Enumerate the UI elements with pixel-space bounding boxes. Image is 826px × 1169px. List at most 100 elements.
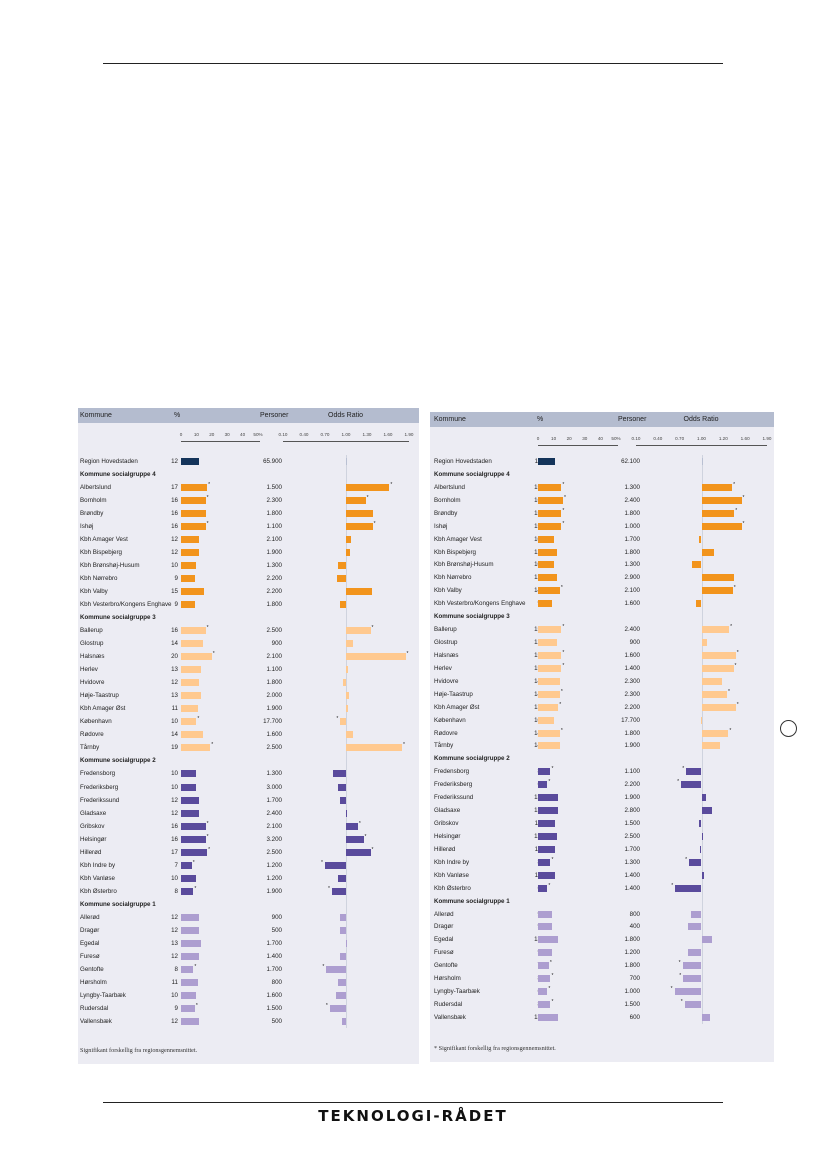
row-percent: 10 [171,991,178,999]
odds-significance-star: * [366,495,369,502]
table-row: Hørsholm 11 800 [78,976,419,989]
odds-ratio-bar [701,458,703,465]
odds-ratio-bar [701,936,712,944]
row-name: København [80,718,112,726]
table-row: Allerød 12 900 [78,911,419,924]
percent-bar [181,926,200,934]
row-name: Kbh Østerbro [80,887,117,895]
odds-ratio-bar [339,913,346,921]
table-row: Lyngby-Taarbæk 10 1.600 [78,989,419,1002]
row-persons: 1.500 [266,484,282,492]
row-name: Kommune socialgruppe 4 [434,470,510,478]
significance-star: * [194,963,197,970]
row-persons: 2.300 [624,690,640,698]
footer-rule [103,1102,723,1103]
odds-significance-star: * [677,779,680,786]
row-percent: 14 [527,688,541,701]
row-name: Dragør [434,923,454,931]
odds-ratio-bar [701,651,736,659]
row-percent: 16 [171,822,178,830]
percent-bar [181,653,212,661]
row-name: Kbh Nørrebro [434,574,472,582]
odds-ratio-bar [346,666,349,674]
significance-star: * [548,882,551,889]
row-name: Region Hovedstaden [80,458,138,465]
row-name: Kbh Valby [434,587,462,595]
pct-axis-tick: 20 [209,432,215,437]
odds-ratio-bar [325,861,346,869]
percent-bar [181,978,198,986]
significance-star: * [560,727,563,734]
row-name: Halsnæs [80,653,105,661]
row-name: Albertslund [434,483,465,491]
odds-ratio-bar [682,962,702,970]
percent-bar [538,483,562,491]
odds-ratio-bar [698,820,702,828]
odds-ratio-bar [346,809,347,817]
row-percent: 10 [171,718,178,726]
group-header-row: Kommune socialgruppe 1 [430,895,774,908]
odds-ratio-bar [340,796,346,804]
table-row: Ishøj 15 * 1.000 * [430,520,774,533]
odds-axis-tick: 1.20 [718,436,728,441]
odds-ratio-bar [346,744,402,752]
odds-ratio-bar [346,653,406,661]
odds-ratio-bar [329,1004,346,1012]
significance-star: * [206,833,209,840]
table-row: Kbh Brønshøj-Husum 10 1.300 [430,558,774,571]
table-row: Tårnby 19 * 2.500 * [78,741,419,754]
percent-bar [181,575,195,583]
percent-bar [181,783,197,791]
percent-bar [538,781,548,789]
significance-star: * [206,625,209,632]
percent-bar [538,664,562,672]
row-persons: 2.400 [624,496,640,504]
significance-star: * [562,520,565,527]
group-header-row: Kommune socialgruppe 2 [430,752,774,765]
odds-significance-star: * [682,766,685,773]
row-persons: 1.300 [624,483,640,491]
row-persons: 1.400 [266,952,282,960]
percent-bar [538,988,548,996]
odds-ratio-bar [699,535,702,543]
odds-ratio-bar [340,718,346,726]
row-name: Allerød [434,910,454,918]
row-name: Tårnby [80,744,100,752]
percent-bar [181,822,206,830]
row-name: Frederiksberg [434,781,473,789]
row-name: Herlev [434,664,452,672]
odds-ratio-bar [688,949,702,957]
odds-ratio-bar [336,575,346,583]
odds-ratio-bar [675,884,702,892]
row-percent: 13 [171,666,178,674]
percent-bar [181,588,205,596]
row-name: Frederiksberg [80,783,119,791]
footer-logo: TEKNOLOGI-RÅDET [318,1107,508,1125]
odds-significance-star: * [371,625,374,632]
row-percent: 16 [171,627,178,635]
significance-star: * [560,688,563,695]
percent-bar [538,548,557,556]
row-persons: 1.300 [266,770,282,778]
odds-ratio-bar [701,807,713,815]
odds-significance-star: * [403,742,405,749]
header-odds-ratio: Odds Ratio [328,412,364,419]
table-row: Hillerød 17 * 2.500 * [78,846,419,859]
table-row: Høje-Taastrup 13 2.000 [78,689,419,702]
odds-axis-tick: 0.40 [299,432,309,437]
row-persons: 1.100 [266,523,282,531]
row-percent: 12 [527,546,541,559]
row-persons: 1.500 [624,1001,640,1009]
row-name: Gentofte [434,962,458,970]
row-name: Kbh Amager Øst [434,703,480,711]
odds-significance-star: * [670,986,673,993]
table-row: Halsnæs 15 * 1.600 * [430,649,774,662]
header-rule [103,63,723,64]
row-persons: 1.500 [266,1004,282,1012]
row-percent: 19 [171,744,178,752]
table-row: Ishøj 16 * 1.100 * [78,520,419,533]
table-row: Vallensbæk 13 600 [430,1011,774,1024]
row-name: Glostrup [434,639,458,647]
row-name: Fredensborg [80,770,116,778]
odds-ratio-bar [701,742,720,750]
